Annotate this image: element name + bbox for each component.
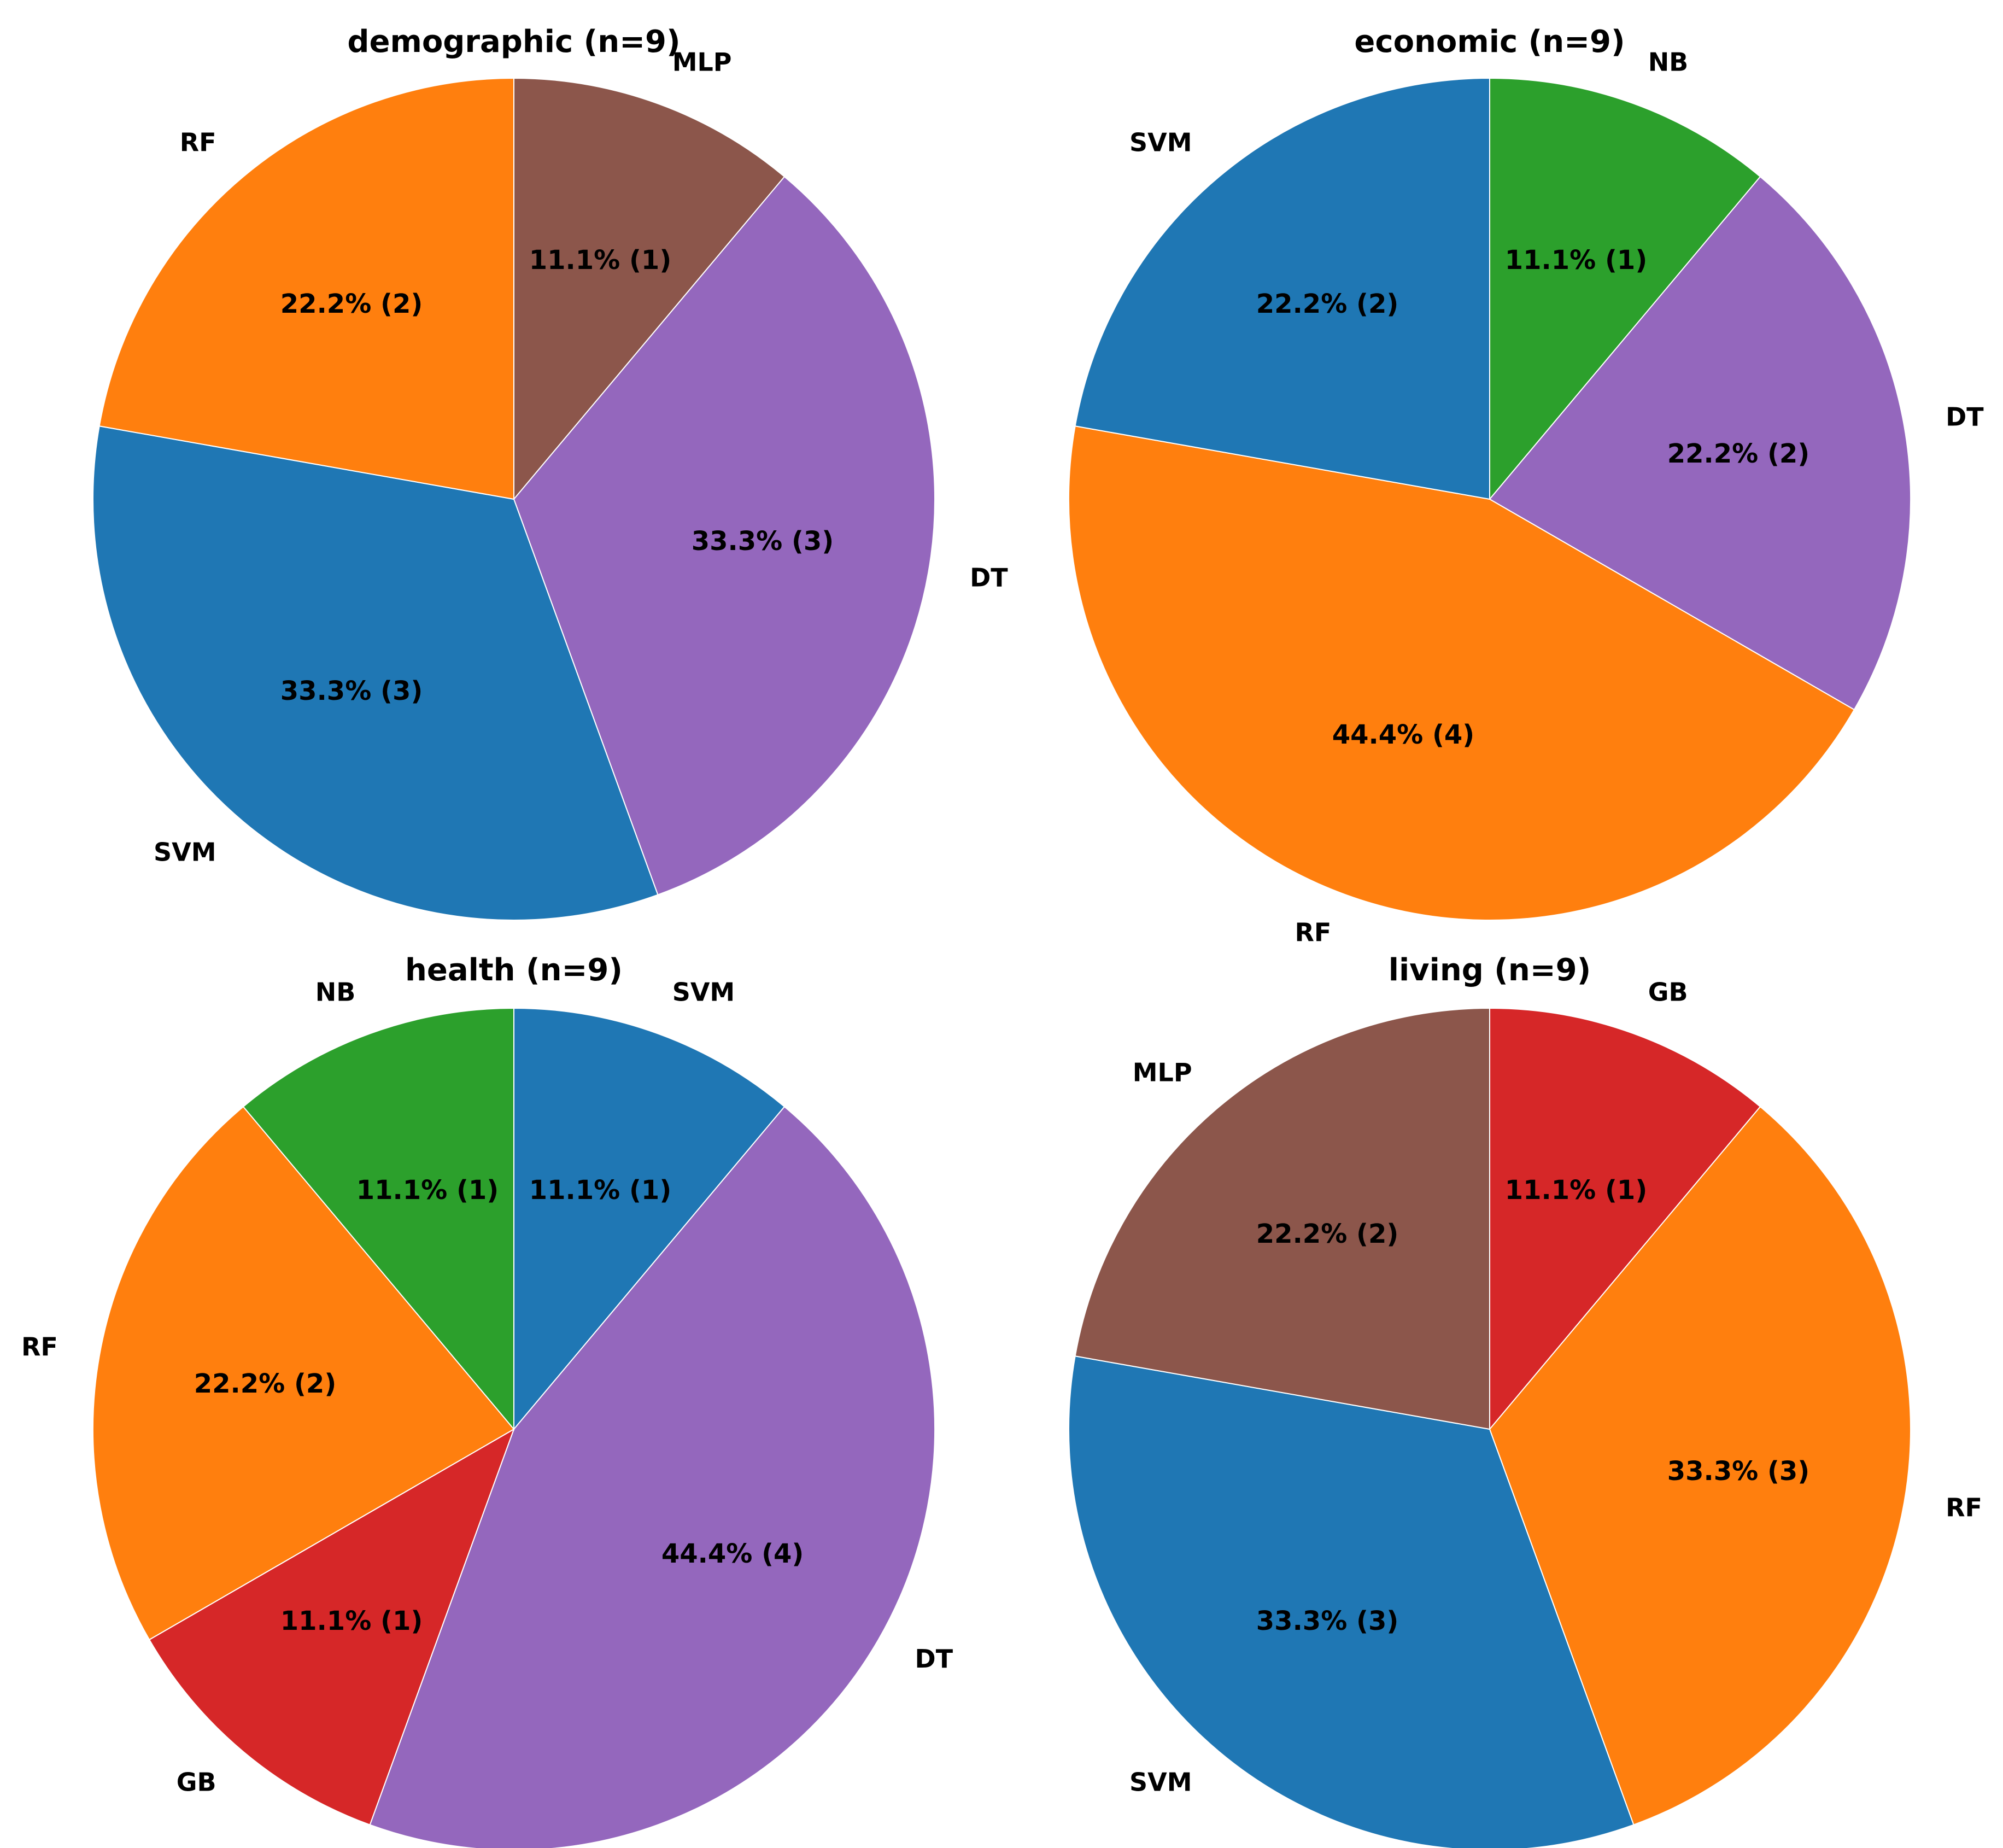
pie-slice-nb (1489, 77, 1761, 501)
pie-category-label: NB (1648, 48, 1689, 77)
pie-category-label: SVM (154, 837, 216, 867)
pie-chart-demographic: demographic (n=9) 11.1% (1) MLP 33.3% (3) D… (92, 24, 1008, 921)
chart-title: economic (n=9) (1354, 24, 1625, 60)
pie-chart-living: living (n=9) 11.1% (1) GB 33.3% (3) RF 33.3%… (1068, 952, 1982, 1848)
pie-chart-health: health (n=9) 11.1% (1) SVM 44.4% (4) DT 11.1… (21, 952, 953, 1848)
pie-category-label: SVM (672, 978, 735, 1007)
pie-percent-label: 33.3% (3) (280, 676, 423, 706)
pie-slice-rf (92, 1106, 515, 1641)
pie-category-label: MLP (672, 48, 732, 77)
pie-slice-dt (369, 1106, 935, 1848)
pie-category-label: NB (315, 978, 356, 1007)
pie-percent-label: 22.2% (2) (280, 289, 423, 319)
chart-title: living (n=9) (1389, 952, 1591, 988)
pie-category-label: RF (180, 128, 216, 157)
chart-title: demographic (n=9) (347, 24, 680, 60)
pie-slice-mlp (1074, 1007, 1490, 1430)
pie-slice-rf (1489, 1106, 1911, 1826)
pie-percent-label: 11.1% (1) (356, 1175, 499, 1206)
pie-category-label: RF (21, 1332, 58, 1361)
pie-category-label: DT (915, 1644, 953, 1674)
pie-slice-dt (1489, 176, 1911, 711)
pie-category-label: DT (970, 563, 1008, 593)
chart-title: health (n=9) (405, 952, 623, 988)
pie-category-label: DT (1946, 402, 1984, 431)
pie-percent-label: 11.1% (1) (1505, 245, 1648, 276)
pie-percent-label: 44.4% (4) (1332, 720, 1475, 750)
pie-slice-gb (1489, 1007, 1761, 1431)
pie-percent-label: 11.1% (1) (280, 1606, 423, 1636)
pie-slice-rf (98, 77, 514, 500)
pie-percent-label: 44.4% (4) (661, 1539, 804, 1569)
pie-category-label: RF (1295, 917, 1331, 947)
pie-slice-svm (92, 425, 659, 921)
pie-slice-dt (513, 176, 935, 896)
pie-percent-label: 22.2% (2) (1256, 289, 1399, 319)
pie-category-label: SVM (1129, 128, 1192, 157)
pie-chart-economic: economic (n=9) 11.1% (1) NB 22.2% (2) DT 44.… (1068, 24, 1984, 947)
pie-category-label: GB (1648, 978, 1688, 1007)
pie-category-label: MLP (1133, 1058, 1192, 1087)
pie-category-label: SVM (1129, 1767, 1192, 1797)
pie-slice-svm (1068, 1355, 1635, 1848)
pie-percent-label: 33.3% (3) (1667, 1456, 1810, 1487)
pie-slice-gb (148, 1428, 515, 1826)
pie-percent-label: 22.2% (2) (1256, 1219, 1399, 1249)
pie-slice-mlp (513, 77, 786, 501)
pie-slice-rf (1068, 425, 1855, 921)
pie-slice-svm (1074, 77, 1490, 500)
pie-percent-label: 22.2% (2) (1667, 438, 1810, 469)
pie-slice-svm (513, 1007, 786, 1431)
pie-percent-label: 11.1% (1) (529, 245, 672, 276)
pie-percent-label: 22.2% (2) (194, 1369, 337, 1399)
pie-slice-nb (242, 1007, 514, 1431)
pie-percent-label: 11.1% (1) (529, 1175, 672, 1206)
pie-percent-label: 11.1% (1) (1505, 1175, 1648, 1206)
pie-category-label: RF (1946, 1493, 1982, 1523)
pie-percent-label: 33.3% (3) (1256, 1606, 1399, 1636)
pie-category-label: GB (177, 1767, 216, 1797)
pie-percent-label: 33.3% (3) (692, 526, 834, 557)
